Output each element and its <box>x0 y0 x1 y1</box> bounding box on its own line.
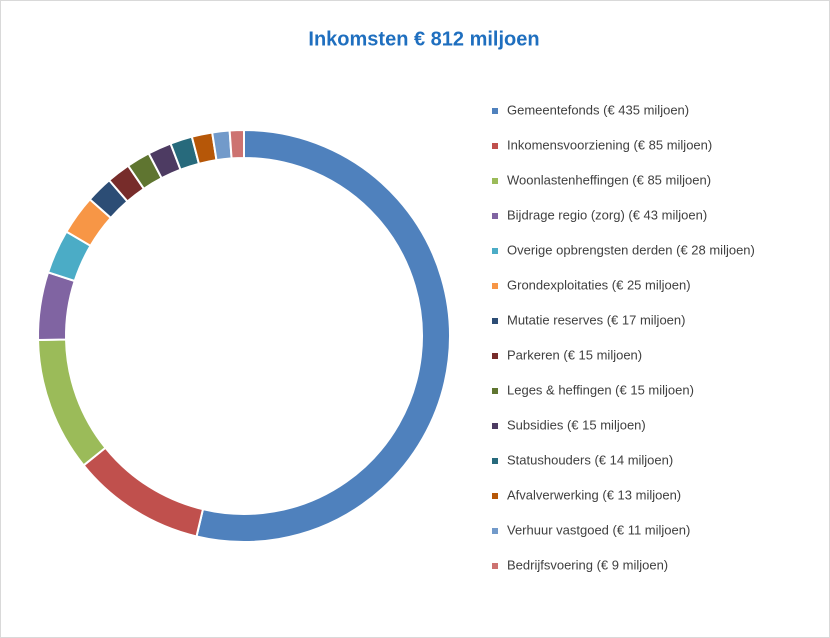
donut-slice <box>211 129 233 162</box>
legend-marker <box>492 178 498 184</box>
legend-label: Woonlastenheffingen (€ 85 miljoen) <box>507 172 711 187</box>
legend-label: Statushouders (€ 14 miljoen) <box>507 452 673 467</box>
legend-label: Mutatie reserves (€ 17 miljoen) <box>507 312 685 327</box>
legend-label: Verhuur vastgoed (€ 11 miljoen) <box>507 522 690 537</box>
legend-marker <box>492 248 498 254</box>
legend-label: Gemeentefonds (€ 435 miljoen) <box>507 102 689 117</box>
chart-title: Inkomsten € 812 miljoen <box>308 28 539 50</box>
legend-marker <box>492 528 498 534</box>
legend-marker <box>492 108 498 114</box>
legend-marker <box>492 143 498 149</box>
donut-slice <box>228 128 245 160</box>
legend-marker <box>492 353 498 359</box>
legend-label: Parkeren (€ 15 miljoen) <box>507 347 642 362</box>
legend-marker <box>492 493 498 499</box>
legend-label: Overige opbrengsten derden (€ 28 miljoen… <box>507 242 755 257</box>
legend-marker <box>492 283 498 289</box>
legend-label: Leges & heffingen (€ 15 miljoen) <box>507 382 694 397</box>
legend-marker <box>492 388 498 394</box>
legend-marker <box>492 458 498 464</box>
legend-marker <box>492 213 498 219</box>
legend-label: Inkomensvoorziening (€ 85 miljoen) <box>507 137 712 152</box>
legend-marker <box>492 423 498 429</box>
legend-marker <box>492 563 498 569</box>
legend-label: Bijdrage regio (zorg) (€ 43 miljoen) <box>507 207 707 222</box>
legend-label: Subsidies (€ 15 miljoen) <box>507 417 646 432</box>
legend-label: Grondexploitaties (€ 25 miljoen) <box>507 277 691 292</box>
legend-label: Afvalverwerking (€ 13 miljoen) <box>507 487 681 502</box>
legend-label: Bedrijfsvoering (€ 9 miljoen) <box>507 557 668 572</box>
legend-marker <box>492 318 498 324</box>
